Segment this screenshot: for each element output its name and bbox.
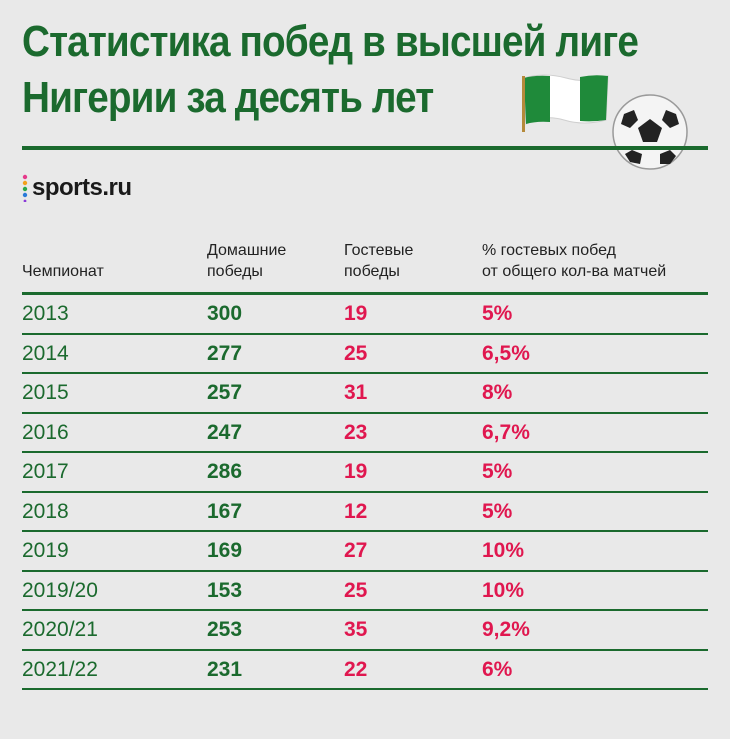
header-away-wins: Гостевые победы: [344, 242, 414, 280]
table-row: 2020/21 253 35 9,2%: [22, 611, 708, 651]
cell-away-wins: 25: [344, 578, 368, 602]
cell-away-wins: 19: [344, 302, 368, 325]
cell-away-wins: 27: [344, 539, 368, 562]
header-home-wins: Домашние победы: [207, 242, 287, 280]
cell-home-wins: 253: [207, 618, 243, 641]
cell-away-wins: 31: [344, 381, 368, 404]
cell-away-percent: 5%: [482, 460, 513, 483]
header-away-percent: % гостевых побед от общего кол-ва матчей: [482, 242, 667, 280]
title-line-1: Статистика побед в высшей лиге: [22, 17, 639, 66]
logo-text: sports.ru: [32, 174, 132, 201]
table-row: 2018 167 12 5%: [22, 493, 708, 532]
cell-home-wins: 167: [207, 499, 243, 523]
table-row: 2017 286 19 5%: [22, 453, 708, 493]
cell-away-percent: 5%: [482, 499, 513, 523]
table-body: 2013 300 19 5% 2014 277 25 6,5% 2015 257 31 8% 2016 2…: [22, 295, 708, 690]
logo-dots-icon: [22, 174, 28, 202]
cell-away-percent: 10%: [482, 578, 525, 602]
cell-away-wins: 19: [344, 460, 368, 483]
cell-season: 2019/20: [22, 578, 98, 602]
cell-away-percent: 8%: [482, 381, 513, 404]
cell-away-wins: 35: [344, 618, 368, 641]
table-row: 2019/20 153 25 10%: [22, 572, 708, 611]
cell-away-percent: 6%: [482, 657, 513, 681]
cell-home-wins: 153: [207, 578, 243, 602]
cell-season: 2017: [22, 460, 69, 483]
cell-home-wins: 257: [207, 381, 243, 404]
cell-home-wins: 169: [207, 539, 243, 562]
cell-season: 2019: [22, 539, 69, 562]
cell-season: 2018: [22, 499, 69, 523]
cell-season: 2016: [22, 420, 69, 444]
cell-season: 2020/21: [22, 618, 98, 641]
cell-season: 2015: [22, 381, 69, 404]
cell-season: 2013: [22, 302, 69, 325]
table-row: 2015 257 31 8%: [22, 374, 708, 414]
title-divider: [22, 146, 708, 150]
soccer-ball-icon: [612, 94, 688, 170]
table-row: 2016 247 23 6,7%: [22, 414, 708, 453]
cell-home-wins: 247: [207, 420, 243, 444]
header-championship: Чемпионат: [22, 263, 104, 280]
cell-home-wins: 286: [207, 460, 243, 483]
cell-away-percent: 5%: [482, 302, 513, 325]
nigeria-flag-icon: [522, 74, 609, 132]
cell-away-wins: 25: [344, 341, 368, 365]
page-title: Статистика побед в высшей лиге Нигерии за…: [22, 14, 639, 126]
cell-away-wins: 12: [344, 499, 368, 523]
cell-season: 2014: [22, 341, 69, 365]
cell-away-percent: 9,2%: [482, 618, 530, 641]
cell-away-percent: 6,7%: [482, 420, 530, 444]
cell-home-wins: 300: [207, 302, 243, 325]
cell-away-wins: 22: [344, 657, 368, 681]
header-divider: [22, 292, 708, 295]
table-row: 2013 300 19 5%: [22, 295, 708, 335]
cell-home-wins: 277: [207, 341, 243, 365]
title-line-2: Нигерии за десять лет: [22, 73, 434, 122]
table-row: 2019 169 27 10%: [22, 532, 708, 572]
cell-home-wins: 231: [207, 657, 243, 681]
cell-away-percent: 6,5%: [482, 341, 530, 365]
cell-away-wins: 23: [344, 420, 368, 444]
sports-ru-logo: sports.ru: [22, 174, 132, 202]
cell-away-percent: 10%: [482, 539, 525, 562]
table-row: 2014 277 25 6,5%: [22, 335, 708, 374]
table-row: 2021/22 231 22 6%: [22, 651, 708, 690]
cell-season: 2021/22: [22, 657, 98, 681]
